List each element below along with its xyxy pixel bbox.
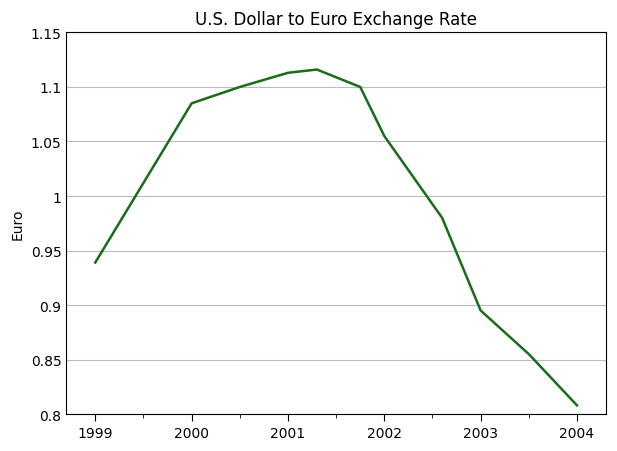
Y-axis label: Euro: Euro bbox=[11, 208, 25, 239]
Title: U.S. Dollar to Euro Exchange Rate: U.S. Dollar to Euro Exchange Rate bbox=[195, 11, 477, 29]
